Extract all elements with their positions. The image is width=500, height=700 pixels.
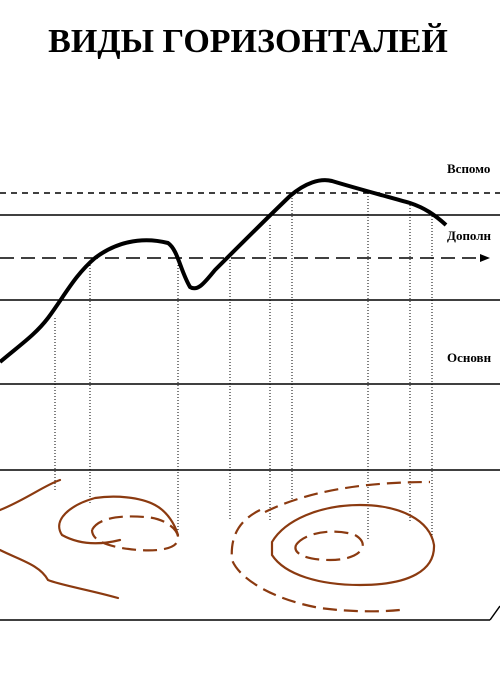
title: ВИДЫ ГОРИЗОНТАЛЕЙ [48, 23, 448, 60]
label-auxiliary: Вспомо [447, 161, 490, 176]
label-additional: Дополн [447, 228, 492, 243]
profile-curve [0, 178, 448, 364]
plan-frame [0, 469, 500, 621]
profile-lines [0, 192, 500, 385]
label-main: Основн [447, 350, 492, 365]
projection-lines [54, 193, 433, 540]
contours [0, 478, 436, 613]
